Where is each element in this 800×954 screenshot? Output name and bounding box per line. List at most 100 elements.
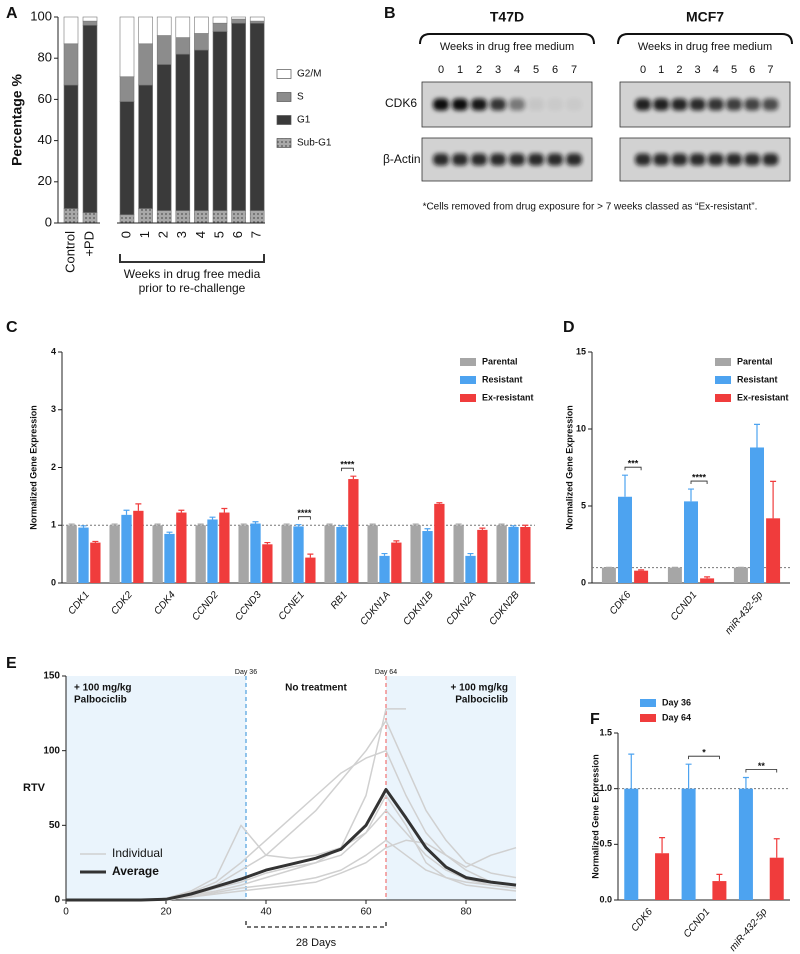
lane-label: 6 — [749, 64, 755, 76]
bar-segment — [138, 43, 153, 86]
blot-note: *Cells removed from drug exposure for > … — [423, 202, 758, 213]
bar-segment — [63, 43, 79, 86]
treatment-label: Palbociclib — [455, 695, 508, 706]
bar — [207, 519, 218, 583]
bar-segment — [249, 16, 265, 22]
bar — [684, 501, 698, 583]
bar — [624, 788, 639, 900]
blot-band — [547, 98, 563, 111]
bar-segment — [156, 35, 172, 65]
x-tick-label: CDK1 — [66, 590, 92, 618]
error-bar — [770, 480, 777, 519]
bar — [293, 526, 304, 583]
bar — [336, 526, 347, 583]
lane-label: 7 — [767, 64, 773, 76]
bar — [769, 857, 784, 900]
significance-label: *** — [628, 459, 639, 469]
error-bar — [264, 541, 271, 545]
lane-label: 5 — [731, 64, 737, 76]
legend-label: Ex-resistant — [482, 392, 534, 402]
significance-bracket — [688, 755, 720, 760]
bar-segment — [231, 16, 246, 20]
blot-band — [744, 153, 761, 166]
bar-segment — [212, 210, 228, 224]
error-bar — [688, 488, 694, 502]
blot-band — [653, 98, 670, 111]
blot-band — [528, 98, 544, 111]
legend-label: G1 — [297, 115, 311, 126]
blot-band — [490, 98, 506, 111]
bar — [520, 526, 531, 583]
bar — [391, 542, 402, 583]
x-tick-label: RB1 — [329, 590, 350, 612]
blot-band — [547, 153, 563, 166]
error-bar — [283, 523, 290, 526]
bar — [164, 533, 175, 583]
panel-letter: C — [6, 319, 18, 336]
legend-label: Ex-resistant — [737, 392, 789, 402]
blot-membrane — [421, 81, 593, 128]
y-tick-label: 15 — [576, 346, 586, 356]
bar-segment — [175, 37, 191, 55]
blot-band — [433, 153, 449, 166]
bar-segment — [249, 20, 265, 24]
error-bar — [742, 776, 749, 789]
bar-segment — [156, 16, 172, 36]
bar — [367, 525, 378, 583]
significance-label: * — [702, 748, 706, 758]
x-tick-label: CCND3 — [233, 589, 264, 623]
panel-letter: F — [590, 711, 600, 728]
header-bracket — [419, 33, 595, 45]
error-bar — [479, 527, 486, 530]
bar-segment — [231, 22, 246, 211]
bar-segment — [194, 49, 209, 211]
panel-letter: B — [384, 5, 396, 22]
x-tick-label: 80 — [460, 907, 472, 918]
legend-swatch — [715, 358, 731, 366]
bar-segment — [138, 208, 153, 224]
blot-band — [452, 153, 468, 166]
series-line — [66, 788, 517, 902]
treatment-label: + 100 mg/kg — [450, 683, 508, 694]
error-bar — [510, 525, 517, 527]
blot-band — [726, 98, 742, 111]
error-bar — [704, 576, 711, 579]
bar — [434, 503, 445, 583]
x-tick-label: CCNE1 — [277, 590, 307, 623]
significance-label: **** — [692, 472, 707, 482]
y-tick-label: 1.5 — [599, 727, 612, 737]
blot-membrane — [421, 137, 593, 182]
x-tick-label: CCND1 — [669, 590, 700, 623]
error-bar — [628, 753, 635, 789]
y-tick-label: 20 — [38, 173, 52, 188]
error-bar — [197, 523, 204, 526]
x-tick-label: 2 — [156, 231, 171, 238]
legend-label: Day 36 — [662, 697, 691, 707]
lane-label: 4 — [514, 64, 520, 76]
error-bar — [338, 525, 345, 527]
bar — [496, 525, 507, 583]
blot-band — [635, 98, 651, 111]
x-axis-label: prior to re-challenge — [139, 281, 246, 295]
bar-segment — [156, 64, 172, 211]
lane-label: 6 — [552, 64, 558, 76]
legend-label: Resistant — [737, 374, 778, 384]
x-tick-label: 4 — [193, 231, 208, 238]
legend-label: Parental — [482, 356, 518, 366]
blot-band — [689, 153, 706, 166]
blot-band — [566, 153, 582, 166]
lane-label: 1 — [457, 64, 463, 76]
x-tick-label: CDK2 — [109, 589, 135, 617]
bar — [109, 525, 120, 583]
y-tick-label: 150 — [43, 671, 60, 682]
interval-bracket — [245, 921, 387, 928]
blot-band — [509, 98, 525, 111]
cell-line-label: T47D — [490, 9, 524, 25]
significance-bracket — [745, 769, 778, 773]
bar — [453, 525, 464, 583]
y-tick-label: 4 — [51, 346, 56, 356]
legend-label: G2/M — [297, 69, 321, 80]
legend-swatch — [276, 92, 292, 102]
bar — [766, 518, 781, 583]
